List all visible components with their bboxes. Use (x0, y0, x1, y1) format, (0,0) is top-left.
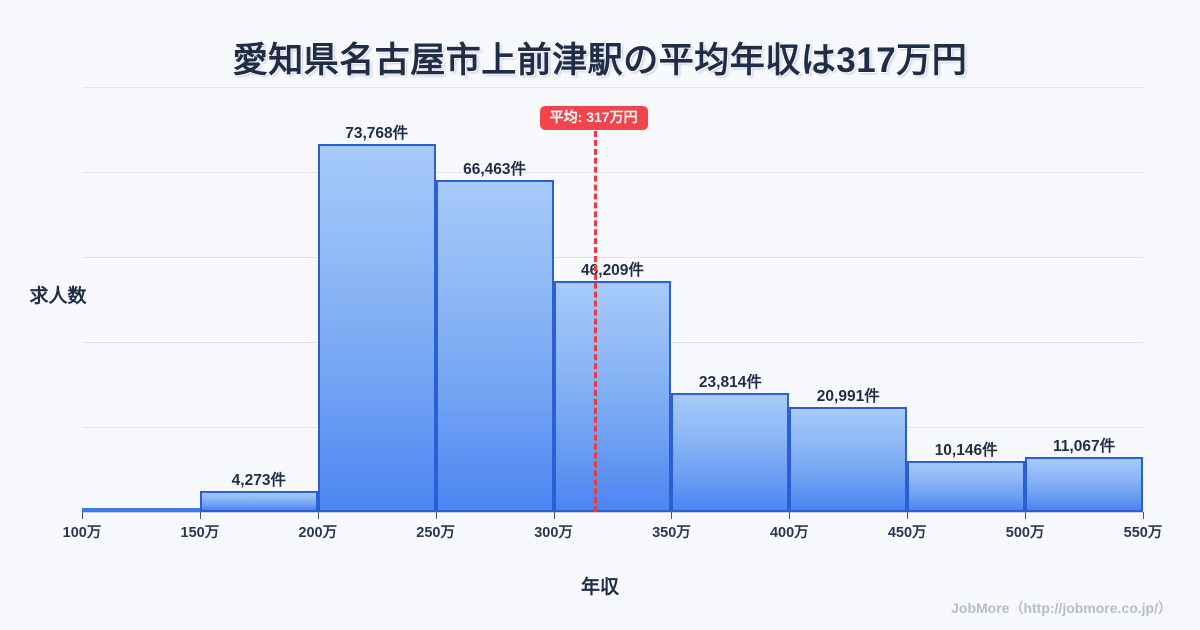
x-axis-tick-mark (907, 512, 909, 519)
bar-value-label: 4,273件 (231, 471, 286, 489)
bar-value-label: 73,768件 (345, 125, 409, 143)
bar (435, 180, 554, 512)
x-axis-tick-mark (199, 512, 201, 519)
x-axis-tick-label: 250万 (416, 525, 455, 541)
bar (789, 407, 908, 512)
y-axis-title: 求人数 (29, 286, 87, 307)
x-axis-tick-label: 450万 (887, 525, 927, 541)
bar (907, 461, 1026, 512)
bar (671, 393, 790, 512)
bar (199, 490, 318, 512)
x-axis-tick-label: 550万 (1123, 525, 1163, 541)
x-axis-tick-label: 200万 (298, 525, 338, 541)
bar-value-label: 23,814件 (698, 374, 762, 392)
x-axis-tick-label: 400万 (769, 525, 809, 541)
bar (553, 281, 672, 512)
gridline (82, 172, 1143, 173)
gridline (82, 257, 1143, 258)
x-axis-tick-mark (553, 512, 555, 519)
x-axis-tick-label: 100万 (62, 525, 102, 541)
x-axis-tick-mark (435, 512, 437, 519)
x-axis-tick-label: 500万 (1005, 525, 1045, 541)
bar (1025, 456, 1143, 512)
x-axis-tick-mark (789, 512, 791, 519)
x-axis-title: 年収 (580, 577, 619, 598)
bar-value-label: 10,146件 (934, 442, 998, 460)
plot-area: 4,273件 73,768件 66,463件 46,209件 23,814件 20,991… (82, 87, 1143, 512)
x-axis-tick-mark (671, 512, 673, 519)
bar-value-label: 11,067件 (1053, 437, 1116, 455)
x-axis-tick-label: 350万 (652, 525, 691, 541)
x-axis-tick-mark (82, 512, 83, 519)
bar-value-label: 20,991件 (816, 388, 880, 406)
watermark: JobMore（http://jobmore.co.jp/） (951, 600, 1172, 616)
average-line (593, 131, 597, 512)
x-axis-tick-mark (1025, 512, 1027, 519)
bar (82, 508, 200, 512)
x-axis-tick-mark (317, 512, 319, 519)
x-axis-baseline (82, 512, 1143, 513)
page-title: 愛知県名古屋市上前津駅の平均年収は317万円 (232, 41, 968, 80)
average-badge: 平均: 317万円 (539, 106, 648, 131)
x-axis-tick-label: 300万 (534, 525, 573, 541)
x-axis-tick-mark (1143, 512, 1144, 519)
bar-value-label: 46,209件 (581, 262, 644, 280)
x-axis-tick-label: 150万 (180, 525, 220, 541)
bar-value-label: 66,463件 (463, 161, 527, 179)
bar (317, 144, 436, 512)
gridline (82, 87, 1143, 88)
